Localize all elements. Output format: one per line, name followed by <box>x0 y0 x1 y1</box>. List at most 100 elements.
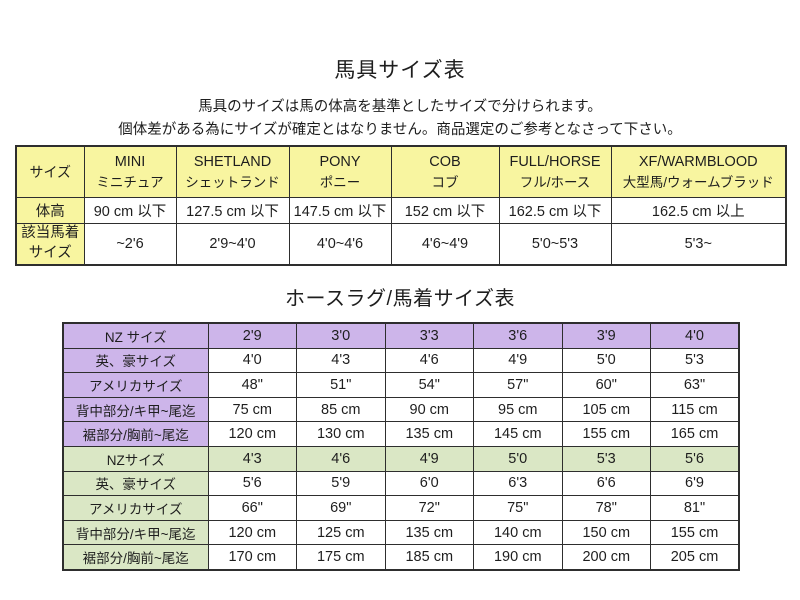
size-value: 135 cm <box>384 519 474 546</box>
size-value: 60" <box>561 372 651 398</box>
row-label: 該当馬着サイズ <box>15 223 85 266</box>
size-value: 140 cm <box>473 519 563 546</box>
table-row: アメリカサイズ 66" 69" 72" 75" 78" 81" <box>62 495 740 521</box>
column-name-en: XF/WARMBLOOD <box>638 153 758 170</box>
rug-size-value: 5'0~5'3 <box>498 223 612 266</box>
size-value: 81" <box>650 495 740 521</box>
row-label: 英、豪サイズ <box>62 470 209 497</box>
column-name-en: FULL/HORSE <box>509 153 601 170</box>
size-value: 51" <box>296 372 386 398</box>
rug-size-value: 4'6~4'9 <box>390 223 500 266</box>
size-value: 5'3 <box>561 445 651 472</box>
size-value: 90 cm <box>384 396 474 423</box>
size-value: 155 cm <box>650 519 740 546</box>
size-value: 5'9 <box>296 470 386 497</box>
size-value: 4'9 <box>384 445 474 472</box>
size-value: 6'9 <box>650 470 740 497</box>
row-label: 裾部分/胸前~尾迄 <box>62 421 209 447</box>
size-value: 3'0 <box>296 322 386 349</box>
table-row-rug-size: 該当馬着サイズ ~2'6 2'9~4'0 4'0~4'6 4'6~4'9 5'0… <box>15 223 787 266</box>
table-row: NZ サイズ 2'9 3'0 3'3 3'6 3'9 4'0 <box>62 322 740 349</box>
size-value: 6'3 <box>473 470 563 497</box>
size-value: 4'3 <box>296 347 386 374</box>
column-name-en: COB <box>429 153 461 170</box>
size-value: 69" <box>296 495 386 521</box>
size-value: 3'9 <box>561 322 651 349</box>
column-name-ja: シェットランド <box>185 175 280 191</box>
column-header-xf-warmblood: XF/WARMBLOOD 大型馬/ウォームブラッド <box>610 145 787 198</box>
table-row: 背中部分/キ甲~尾迄 75 cm 85 cm 90 cm 95 cm 105 c… <box>62 396 740 423</box>
size-value: 150 cm <box>561 519 651 546</box>
rug-size-value: ~2'6 <box>83 223 177 266</box>
row-label: NZサイズ <box>62 445 209 472</box>
height-value: 162.5 cm 以下 <box>498 197 612 224</box>
row-label: 体高 <box>15 197 85 224</box>
table-header-row: サイズ MINI ミニチュア SHETLAND シェットランド PONY ポニー… <box>15 145 787 198</box>
size-value: 125 cm <box>296 519 386 546</box>
column-name-ja: ポニー <box>319 175 361 191</box>
size-value: 85 cm <box>296 396 386 423</box>
size-value: 3'3 <box>384 322 474 349</box>
size-value: 4'3 <box>207 445 297 472</box>
size-value: 175 cm <box>296 544 386 571</box>
size-value: 4'6 <box>384 347 474 374</box>
size-value: 205 cm <box>650 544 740 571</box>
size-value: 115 cm <box>650 396 740 423</box>
rug-size-value: 4'0~4'6 <box>288 223 392 266</box>
size-value: 57" <box>473 372 563 398</box>
column-header-shetland: SHETLAND シェットランド <box>175 145 290 198</box>
size-value: 6'6 <box>561 470 651 497</box>
height-value: 127.5 cm 以下 <box>175 197 290 224</box>
height-value: 162.5 cm 以上 <box>610 197 787 224</box>
size-value: 4'0 <box>650 322 740 349</box>
description-line-1: 馬具のサイズは馬の体高を基準としたサイズで分けられます。 <box>198 99 602 115</box>
size-value: 3'6 <box>473 322 563 349</box>
size-value: 63" <box>650 372 740 398</box>
size-value: 135 cm <box>384 421 474 447</box>
rug-table-title: ホースラグ/馬着サイズ表 <box>285 288 515 310</box>
table-row-height: 体高 90 cm 以下 127.5 cm 以下 147.5 cm 以下 152 … <box>15 197 787 224</box>
size-value: 5'0 <box>473 445 563 472</box>
table-row: 背中部分/キ甲~尾迄 120 cm 125 cm 135 cm 140 cm 1… <box>62 519 740 546</box>
row-label: 背中部分/キ甲~尾迄 <box>62 396 209 423</box>
size-value: 5'0 <box>561 347 651 374</box>
size-value: 190 cm <box>473 544 563 571</box>
table-row: アメリカサイズ 48" 51" 54" 57" 60" 63" <box>62 372 740 398</box>
table-row: NZサイズ 4'3 4'6 4'9 5'0 5'3 5'6 <box>62 445 740 472</box>
size-value: 48" <box>207 372 297 398</box>
page-title: 馬具サイズ表 <box>334 59 466 82</box>
harness-size-table: サイズ MINI ミニチュア SHETLAND シェットランド PONY ポニー… <box>15 145 787 266</box>
size-value: 120 cm <box>207 421 297 447</box>
size-value: 145 cm <box>473 421 563 447</box>
row-label: アメリカサイズ <box>62 372 209 398</box>
size-value: 66" <box>207 495 297 521</box>
row-label: アメリカサイズ <box>62 495 209 521</box>
row-label: 英、豪サイズ <box>62 347 209 374</box>
table-row: 英、豪サイズ 5'6 5'9 6'0 6'3 6'6 6'9 <box>62 470 740 497</box>
size-value: 5'6 <box>650 445 740 472</box>
height-value: 90 cm 以下 <box>83 197 177 224</box>
size-value: 155 cm <box>561 421 651 447</box>
size-value: 5'3 <box>650 347 740 374</box>
size-value: 105 cm <box>561 396 651 423</box>
column-header-cob: COB コブ <box>390 145 500 198</box>
size-value: 4'6 <box>296 445 386 472</box>
size-value: 120 cm <box>207 519 297 546</box>
size-value: 4'0 <box>207 347 297 374</box>
column-name-ja: ミニチュア <box>96 175 164 191</box>
rug-size-value: 2'9~4'0 <box>175 223 290 266</box>
column-name-en: MINI <box>114 153 146 170</box>
row-label: 背中部分/キ甲~尾迄 <box>62 519 209 546</box>
column-header-mini: MINI ミニチュア <box>83 145 177 198</box>
size-value: 170 cm <box>207 544 297 571</box>
row-label: 裾部分/胸前~尾迄 <box>62 544 209 571</box>
row-label: NZ サイズ <box>62 322 209 349</box>
column-header-full-horse: FULL/HORSE フル/ホース <box>498 145 612 198</box>
column-name-en: SHETLAND <box>193 153 272 170</box>
column-name-ja: コブ <box>431 175 459 191</box>
column-name-ja: フル/ホース <box>519 175 591 191</box>
size-value: 78" <box>561 495 651 521</box>
size-header-cell: サイズ <box>15 145 85 198</box>
column-header-pony: PONY ポニー <box>288 145 392 198</box>
